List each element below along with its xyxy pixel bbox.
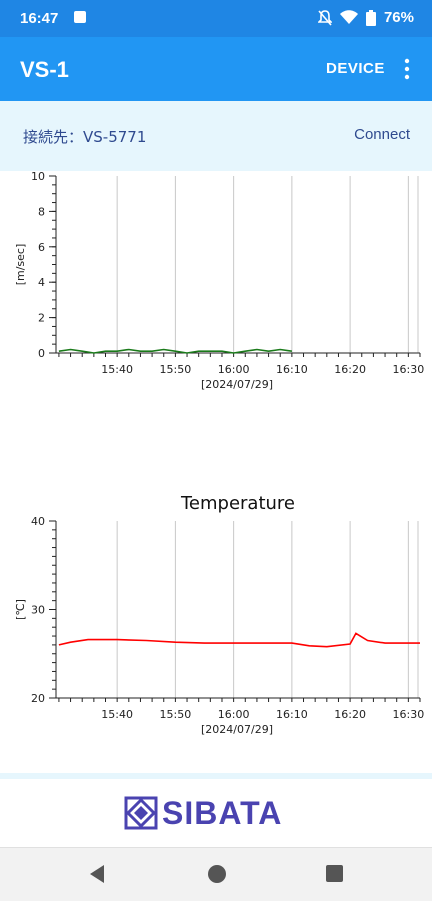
app-title: VS-1 (20, 57, 69, 82)
y-tick-label: 8 (38, 205, 45, 218)
x-axis-label: [2024/07/29] (201, 378, 273, 391)
x-tick-label: 16:00 (218, 708, 250, 721)
sibata-logo: SIBATA (124, 795, 282, 831)
device-button[interactable]: DEVICE (326, 60, 385, 77)
y-axis-label: [℃] (14, 599, 27, 620)
mute-icon (317, 9, 332, 26)
y-tick-label: 20 (31, 692, 45, 705)
home-icon[interactable] (208, 865, 226, 883)
logo-text: SIBATA (162, 794, 283, 831)
charts-scroll-area[interactable]: Wind speed024681015:4015:5016:0016:1016:… (0, 171, 432, 773)
x-tick-label: 15:50 (160, 363, 192, 376)
x-tick-label: 15:40 (101, 708, 133, 721)
sibata-logo-icon (124, 796, 158, 830)
app-bar: VS-1 DEVICE (0, 37, 432, 101)
y-tick-label: 40 (31, 515, 45, 528)
back-icon[interactable] (88, 864, 106, 884)
series-line (58, 632, 420, 648)
y-tick-label: 6 (38, 241, 45, 254)
battery-icon (365, 9, 376, 26)
footer: SIBATA (0, 779, 432, 847)
y-tick-label: 0 (38, 347, 45, 360)
x-tick-label: 16:10 (276, 708, 308, 721)
y-tick-label: 10 (31, 171, 45, 183)
x-tick-label: 16:30 (393, 708, 425, 721)
y-axis-label: [m/sec] (14, 244, 27, 286)
x-axis-label: [2024/07/29] (201, 723, 273, 736)
y-tick-label: 2 (38, 312, 45, 325)
x-tick-label: 16:20 (334, 363, 366, 376)
x-tick-label: 15:40 (101, 363, 133, 376)
connection-target-label: 接続先：VS-5771 (23, 128, 147, 146)
y-tick-label: 4 (38, 276, 45, 289)
temperature-chart: Temperature 20 30 40 15:40 15:50 16:00 16:10 16:… (14, 493, 425, 736)
more-options-icon[interactable] (400, 57, 414, 81)
recent-apps-icon[interactable] (326, 865, 343, 882)
status-bar: 16:47 76% (0, 0, 432, 37)
connection-bar: 接続先：VS-5771 Connect (0, 101, 432, 171)
x-tick-label: 15:50 (160, 708, 192, 721)
x-tick-label: 16:30 (393, 363, 425, 376)
chart-title: Temperature (180, 493, 295, 514)
series-line (58, 348, 293, 354)
x-tick-label: 16:00 (218, 363, 250, 376)
status-time: 16:47 (20, 10, 59, 27)
x-tick-label: 16:10 (276, 363, 308, 376)
status-indicators: 76% (317, 9, 414, 26)
wind-speed-chart: Wind speed024681015:4015:5016:0016:1016:… (14, 171, 425, 391)
battery-level: 76% (383, 9, 414, 26)
x-tick-label: 16:20 (334, 708, 366, 721)
system-nav-bar (0, 847, 432, 901)
y-tick-label: 30 (31, 604, 45, 617)
message-notification-icon (74, 11, 86, 23)
connect-button[interactable]: Connect (354, 126, 410, 143)
wifi-icon (339, 10, 358, 24)
content-divider (0, 773, 432, 779)
